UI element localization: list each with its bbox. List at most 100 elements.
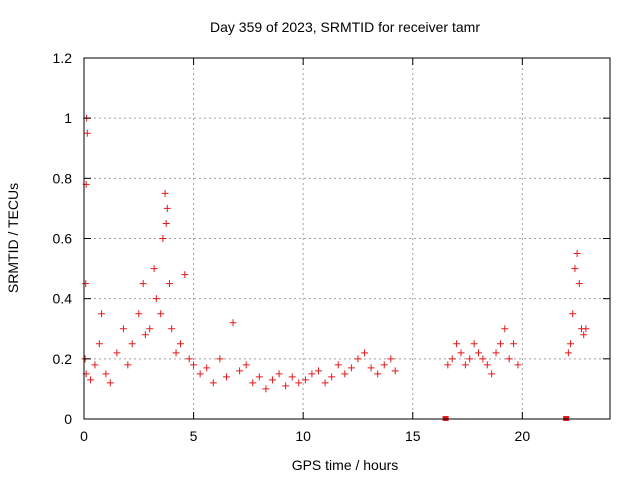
x-tick-label: 15 — [405, 428, 421, 444]
data-point — [475, 349, 482, 357]
data-point — [573, 250, 581, 258]
data-point — [580, 331, 588, 339]
data-point — [354, 355, 362, 363]
data-point — [124, 361, 132, 369]
data-point — [444, 361, 452, 369]
data-point — [510, 340, 518, 348]
data-point — [135, 310, 143, 318]
data-point — [334, 361, 342, 369]
x-tick-label: 5 — [190, 428, 198, 444]
data-point — [216, 355, 224, 363]
data-point — [255, 373, 263, 381]
data-point — [321, 379, 329, 387]
x-tick-label: 20 — [515, 428, 531, 444]
data-point — [113, 349, 121, 357]
y-tick-labels: 0 0.2 0.4 0.6 0.8 1 1.2 — [53, 50, 73, 427]
data-point — [222, 373, 230, 381]
data-point — [457, 349, 465, 357]
data-point — [483, 361, 491, 369]
data-point — [582, 325, 590, 333]
data-point — [569, 310, 577, 318]
y-tick-label: 0.2 — [53, 351, 73, 367]
y-tick-label: 0 — [64, 411, 72, 427]
data-point — [102, 370, 110, 378]
data-point — [268, 376, 276, 384]
data-point — [146, 325, 154, 333]
data-point — [380, 361, 388, 369]
data-point — [328, 373, 336, 381]
data-point — [301, 376, 309, 384]
data-point — [492, 349, 500, 357]
y-tick-label: 1.2 — [53, 50, 73, 66]
data-point — [91, 361, 99, 369]
data-point — [391, 367, 399, 375]
data-point — [119, 325, 127, 333]
data-point — [168, 325, 176, 333]
y-tick-label: 0.8 — [53, 170, 73, 186]
data-point — [82, 280, 90, 288]
data-point — [367, 364, 375, 372]
data-point — [209, 379, 217, 387]
data-point — [496, 340, 504, 348]
x-tick-labels: 0 5 10 15 20 — [80, 428, 530, 444]
data-point — [564, 349, 572, 357]
data-point — [448, 355, 456, 363]
x-tick-label: 10 — [295, 428, 311, 444]
data-point — [466, 355, 474, 363]
data-point — [501, 325, 509, 333]
data-point — [453, 340, 461, 348]
data-point — [275, 370, 283, 378]
data-point — [141, 331, 149, 339]
x-axis-label: GPS time / hours — [292, 457, 399, 473]
data-point — [163, 204, 171, 212]
data-point — [461, 361, 469, 369]
data-point — [165, 280, 173, 288]
data-point — [172, 349, 180, 357]
axis-ticks — [83, 57, 610, 420]
data-point — [236, 367, 244, 375]
data-point — [176, 340, 184, 348]
data-point — [229, 319, 237, 327]
data-point — [203, 364, 211, 372]
y-axis-label: SRMTID / TECUs — [5, 183, 21, 293]
data-point — [315, 367, 323, 375]
data-point — [87, 376, 95, 384]
data-points — [81, 114, 590, 393]
data-point — [242, 361, 250, 369]
data-point — [83, 129, 91, 137]
grid-lines — [84, 58, 610, 419]
data-point — [95, 340, 103, 348]
data-point — [288, 373, 296, 381]
data-point — [347, 364, 355, 372]
data-point — [185, 355, 193, 363]
data-point — [571, 265, 579, 273]
data-point — [159, 235, 167, 242]
data-point — [262, 385, 270, 393]
data-point — [139, 280, 147, 288]
data-point — [470, 340, 478, 348]
x-tick-label: 0 — [80, 428, 88, 444]
data-point — [98, 310, 106, 318]
data-point — [488, 370, 496, 378]
data-point — [479, 355, 487, 363]
data-point — [162, 219, 170, 227]
y-tick-label: 1 — [64, 110, 72, 126]
data-point — [282, 382, 290, 390]
data-point — [505, 355, 513, 363]
data-point — [157, 310, 165, 318]
data-point — [387, 355, 395, 363]
data-point — [106, 379, 114, 387]
data-point — [249, 379, 257, 387]
data-point — [308, 370, 316, 378]
y-tick-label: 0.4 — [53, 291, 73, 307]
data-point — [196, 370, 204, 378]
data-point — [128, 340, 136, 348]
data-point — [341, 370, 349, 378]
data-point — [161, 189, 169, 197]
data-point — [567, 340, 575, 348]
data-point — [150, 265, 158, 273]
data-point — [575, 280, 583, 288]
y-tick-label: 0.6 — [53, 231, 73, 247]
chart-title: Day 359 of 2023, SRMTID for receiver tam… — [210, 19, 480, 35]
